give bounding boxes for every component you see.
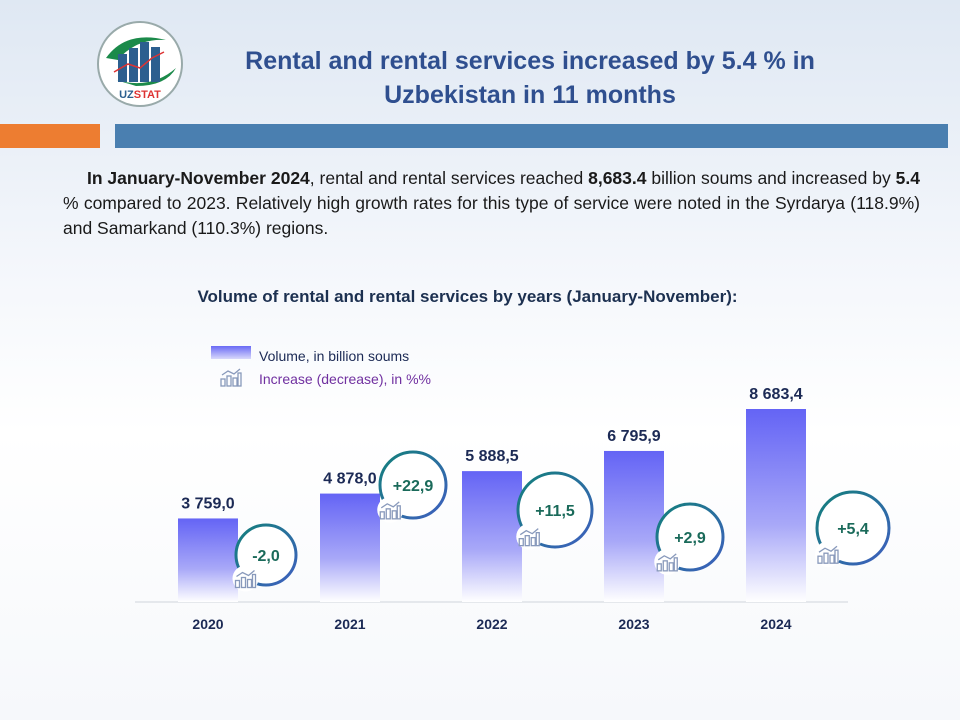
growth-chart-icon xyxy=(817,545,839,564)
growth-chart-icon xyxy=(518,528,540,547)
summary-paragraph: In January-November 2024, rental and ren… xyxy=(63,166,920,241)
growth-label: +11,5 xyxy=(535,503,575,520)
x-tick-label: 2023 xyxy=(618,616,649,632)
legend-swatch-volume xyxy=(211,346,251,359)
x-tick-label: 2020 xyxy=(192,616,223,632)
bar-value-label: 4 878,0 xyxy=(323,471,376,488)
text: billion soums and increased by xyxy=(646,168,896,188)
legend-label-volume: Volume, in billion soums xyxy=(259,348,410,364)
bar-value-label: 6 795,9 xyxy=(607,428,660,445)
growth-chart-icon xyxy=(379,501,401,520)
bar-value-label: 8 683,4 xyxy=(749,386,802,403)
growth-text: 5.4 xyxy=(895,168,920,188)
bar-2021 xyxy=(320,493,380,602)
text: % compared to 2023. Relatively high grow… xyxy=(63,193,920,238)
svg-text:UZSTAT: UZSTAT xyxy=(119,89,161,101)
uzstat-logo: UZSTAT xyxy=(97,21,183,107)
x-tick-label: 2022 xyxy=(476,616,507,632)
bar-2020 xyxy=(178,518,238,602)
legend-label-increase: Increase (decrease), in %% xyxy=(259,371,431,387)
bar-2023 xyxy=(604,450,664,602)
accent-bar-blue xyxy=(115,124,948,148)
growth-label: +5,4 xyxy=(837,521,869,538)
period-text: In January-November 2024 xyxy=(87,168,310,188)
bar-value-label: 3 759,0 xyxy=(181,495,234,512)
bar-2022 xyxy=(462,471,522,602)
growth-label: +22,9 xyxy=(393,478,434,495)
chart-title: Volume of rental and rental services by … xyxy=(197,287,738,306)
volume-text: 8,683.4 xyxy=(588,168,647,188)
growth-label: -2,0 xyxy=(252,548,280,565)
accent-bar-orange xyxy=(0,124,100,148)
x-tick-label: 2021 xyxy=(334,616,365,632)
bar-2024 xyxy=(746,409,806,602)
growth-chart-icon xyxy=(220,368,242,387)
page-title: Rental and rental services increased by … xyxy=(245,47,815,109)
growth-chart-icon xyxy=(234,570,257,589)
growth-chart-icon xyxy=(656,553,678,572)
growth-label: +2,9 xyxy=(674,530,706,547)
bar-value-label: 5 888,5 xyxy=(465,448,518,465)
x-tick-label: 2024 xyxy=(760,616,791,632)
text: , rental and rental services reached xyxy=(309,168,589,188)
